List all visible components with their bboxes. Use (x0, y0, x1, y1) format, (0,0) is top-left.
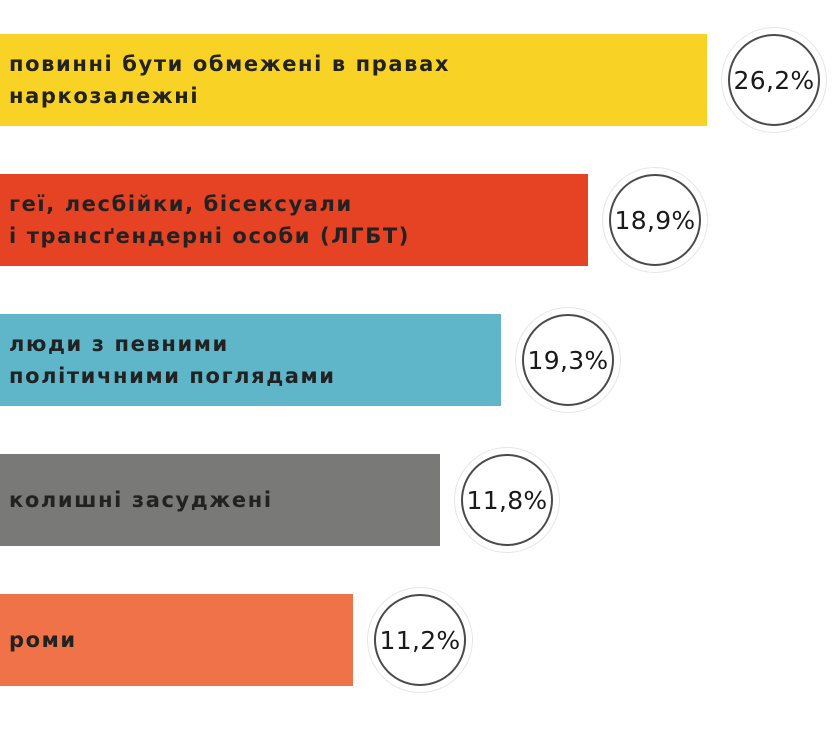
bar: люди з певними політичними поглядами (0, 314, 501, 406)
value-badge-ring: 26,2% (728, 34, 820, 126)
bar: геї, лесбійки, бісексуали і трансґендерн… (0, 174, 588, 266)
data-label: 19,3% (527, 345, 609, 375)
value-badge: 11,2% (367, 587, 473, 693)
value-badge: 26,2% (721, 27, 827, 133)
bar: роми (0, 594, 353, 686)
data-label: 11,8% (466, 485, 548, 515)
data-label: 26,2% (733, 65, 815, 95)
data-label: 11,2% (379, 625, 461, 655)
bar-label: повинні бути обмежені в правах наркозале… (9, 52, 450, 108)
bar-label: люди з певними політичними поглядами (9, 332, 336, 388)
value-badge-ring: 11,2% (374, 594, 466, 686)
value-badge: 11,8% (454, 447, 560, 553)
value-badge: 19,3% (515, 307, 621, 413)
bar-label: колишні засуджені (9, 488, 273, 512)
value-badge: 18,9% (602, 167, 708, 273)
bar-label: роми (9, 628, 77, 652)
bar: колишні засуджені (0, 454, 440, 546)
bar-label: геї, лесбійки, бісексуали і трансґендерн… (9, 192, 410, 248)
value-badge-ring: 19,3% (522, 314, 614, 406)
value-badge-ring: 18,9% (609, 174, 701, 266)
value-badge-ring: 11,8% (461, 454, 553, 546)
data-label: 18,9% (614, 205, 696, 235)
bar: повинні бути обмежені в правах наркозале… (0, 34, 707, 126)
